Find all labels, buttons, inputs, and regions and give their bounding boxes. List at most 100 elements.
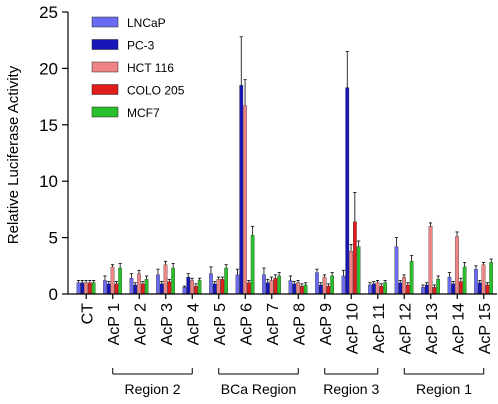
bar-lncap-7 — [262, 274, 266, 295]
y-axis-label: Relative Luciferase Activity — [5, 65, 22, 244]
bar-mcf7-4 — [197, 280, 202, 295]
bar-hct-116-8 — [296, 282, 300, 295]
bar-hct-116-9 — [322, 276, 327, 295]
group-label: Region 2 — [124, 381, 180, 397]
legend-label: MCF7 — [127, 106, 160, 120]
legend-label: HCT 116 — [127, 61, 174, 75]
x-axis: CT AcP 1 AcP 2 AcP 3 AcP 4 AcP 5 AcP 6 AcP 7 AcP… — [68, 293, 497, 354]
bar-lncap-2 — [129, 278, 134, 295]
bar-pc-3-15 — [477, 282, 482, 295]
bar-hct-116-5 — [216, 279, 221, 295]
bar-lncap-11 — [368, 284, 372, 295]
bar-hct-116-3 — [163, 264, 168, 295]
bar-hct-116-12 — [402, 276, 406, 295]
bar-mcf7-14 — [462, 266, 467, 295]
bar-hct-116-6 — [243, 105, 247, 295]
legend-label: LNCaP — [127, 16, 166, 30]
bar-pc-3-4 — [186, 276, 191, 295]
x-tick-label: AcP 13 — [424, 303, 441, 354]
y-tick-label: 20 — [39, 59, 58, 78]
x-tick-label: AcP 4 — [185, 303, 202, 346]
bar-mcf7-10 — [356, 246, 361, 295]
legend-label: PC-3 — [127, 39, 155, 53]
bar-lncap-4 — [182, 287, 187, 295]
bar-mcf7-2 — [144, 279, 149, 295]
bar-hct-116-1 — [110, 266, 115, 295]
x-tick-label: AcP 9 — [318, 303, 335, 346]
bar-hct-116-0 — [84, 282, 88, 295]
x-tick-label: AcP 1 — [106, 303, 123, 346]
bar-mcf7-6 — [250, 235, 255, 295]
bar-hct-116-2 — [137, 273, 141, 295]
bar-colo-205-1 — [114, 283, 119, 295]
bar-colo-205-8 — [299, 285, 304, 295]
x-tick-label: AcP 7 — [265, 303, 282, 346]
bar-pc-3-9 — [318, 284, 323, 295]
x-tick-label: AcP 3 — [159, 303, 176, 346]
bar-mcf7-3 — [171, 267, 175, 295]
bar-pc-3-7 — [265, 282, 270, 295]
bar-colo-205-10 — [352, 221, 357, 295]
bar-pc-3-0 — [80, 282, 85, 295]
bar-pc-3-5 — [212, 283, 217, 295]
bar-mcf7-7 — [277, 275, 282, 295]
y-axis: 0 5 10 15 20 25 — [39, 3, 69, 304]
bar-colo-205-7 — [273, 278, 278, 295]
bar-colo-205-5 — [220, 279, 225, 295]
y-tick-label: 10 — [39, 172, 58, 191]
bar-lncap-0 — [76, 282, 81, 295]
bar-lncap-12 — [394, 246, 399, 295]
bar-colo-205-12 — [405, 284, 410, 295]
y-tick-label: 0 — [49, 285, 58, 304]
bars — [76, 36, 494, 295]
bar-pc-3-12 — [398, 282, 403, 295]
x-tick-label: AcP 6 — [238, 303, 255, 346]
x-tick-label: CT — [79, 303, 96, 325]
x-tick-label: AcP 10 — [344, 303, 361, 354]
legend-label: COLO 205 — [127, 84, 185, 98]
bar-colo-205-14 — [458, 281, 463, 295]
bar-hct-116-4 — [190, 280, 194, 295]
bar-colo-205-0 — [88, 282, 92, 295]
x-tick-label: AcP 5 — [212, 303, 229, 346]
bar-mcf7-11 — [383, 282, 388, 295]
bar-colo-205-13 — [432, 287, 437, 295]
group-label: Region 3 — [323, 381, 379, 397]
bar-colo-205-4 — [193, 285, 198, 295]
group-label: BCa Region — [221, 381, 297, 397]
x-tick-label: AcP 11 — [371, 303, 388, 353]
bar-lncap-9 — [315, 272, 319, 295]
bar-colo-205-9 — [326, 285, 331, 295]
bar-pc-3-8 — [292, 283, 297, 295]
y-tick-label: 25 — [39, 3, 58, 22]
bar-hct-116-7 — [269, 280, 274, 295]
bar-colo-205-3 — [167, 281, 172, 295]
bar-lncap-10 — [341, 275, 346, 295]
bar-lncap-14 — [447, 276, 452, 295]
bar-colo-205-6 — [246, 282, 251, 295]
x-tick-label: AcP 12 — [397, 303, 414, 354]
y-tick-label: 15 — [39, 116, 58, 135]
x-tick-label: AcP 15 — [477, 303, 494, 354]
bar-mcf7-9 — [330, 275, 335, 295]
bar-lncap-8 — [288, 280, 293, 295]
legend-swatch — [91, 16, 119, 28]
bar-lncap-6 — [235, 274, 240, 295]
bar-mcf7-12 — [409, 261, 414, 295]
x-tick-label: AcP 8 — [291, 303, 308, 346]
bar-lncap-1 — [103, 280, 107, 295]
legend: LNCaP PC-3 HCT 116 COLO 205 MCF7 — [91, 16, 185, 120]
bar-mcf7-1 — [118, 267, 122, 295]
bar-mcf7-0 — [91, 282, 96, 295]
bar-pc-3-6 — [239, 85, 244, 295]
bar-pc-3-13 — [424, 284, 429, 295]
bar-hct-116-10 — [349, 250, 353, 295]
bar-hct-116-11 — [375, 282, 380, 295]
bar-mcf7-8 — [303, 284, 308, 295]
bar-lncap-5 — [209, 273, 213, 295]
legend-swatch — [91, 61, 119, 73]
bar-colo-205-11 — [379, 285, 384, 295]
bar-pc-3-10 — [345, 87, 350, 295]
legend-swatch — [91, 39, 119, 50]
